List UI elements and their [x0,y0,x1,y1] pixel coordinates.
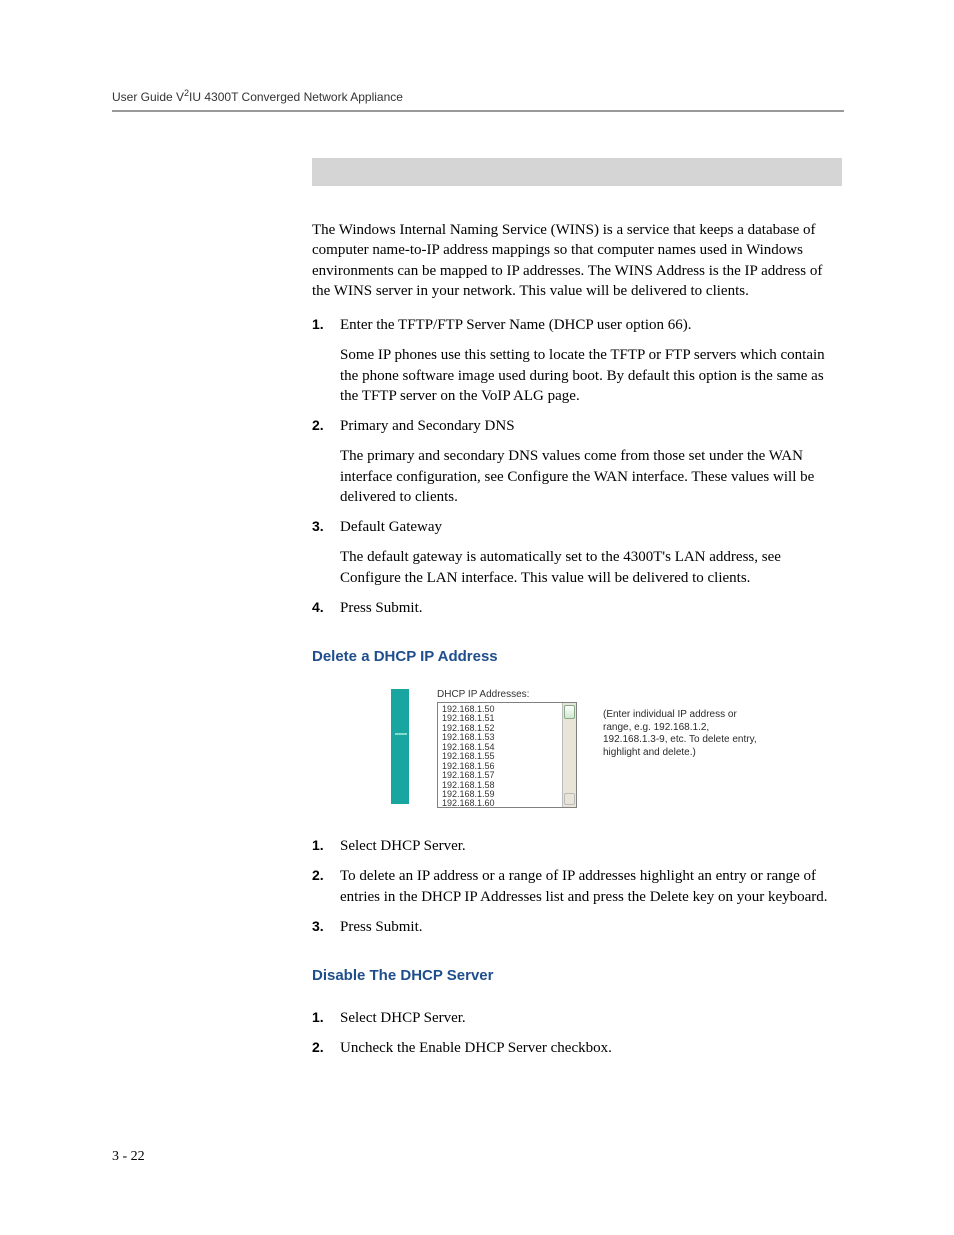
list-number: 3. [312,517,340,588]
list-number: 1. [312,836,340,856]
list-item: 2.Uncheck the Enable DHCP Server checkbo… [312,1038,842,1058]
list-body: Primary and Secondary DNS The primary and… [340,416,842,507]
list-paragraph: To delete an IP address or a range of IP… [340,866,842,907]
list-paragraph: Some IP phones use this setting to locat… [340,345,842,406]
header-prefix: User Guide V [112,90,184,104]
page-header: User Guide V2IU 4300T Converged Network … [112,88,844,112]
list-body: Enter the TFTP/FTP Server Name (DHCP use… [340,315,842,406]
list-body: Press Submit. [340,917,842,937]
list-paragraph: Select DHCP Server. [340,1008,842,1028]
list-number: 2. [312,866,340,907]
list-number: 3. [312,917,340,937]
list-number: 1. [312,1008,340,1028]
list-paragraph: Select DHCP Server. [340,836,842,856]
list-paragraph: Uncheck the Enable DHCP Server checkbox. [340,1038,842,1058]
heading-delete-dhcp: Delete a DHCP IP Address [312,648,842,665]
list-item: 2.Primary and Secondary DNS The primary a… [312,416,842,507]
list-item: 4.Press Submit. [312,598,842,618]
header-suffix: IU 4300T Converged Network Appliance [189,90,403,104]
ip-option[interactable]: 192.168.1.60 [442,799,560,808]
listbox-caption: (Enter individual IP address or range, e… [603,709,763,759]
blank-banner [312,158,842,186]
dhcp-ip-figure: DHCP IP Addresses: 192.168.1.50192.168.1… [312,689,842,808]
list-number: 2. [312,1038,340,1058]
list-item: 3.Default Gateway The default gateway is … [312,517,842,588]
list-paragraph: Primary and Secondary DNS [340,416,842,436]
numbered-list-delete: 1.Select DHCP Server.2.To delete an IP a… [312,836,842,937]
scrollbar[interactable] [562,703,576,807]
list-body: Select DHCP Server. [340,1008,842,1028]
list-body: Press Submit. [340,598,842,618]
list-number: 2. [312,416,340,507]
scroll-down-icon [564,793,575,805]
listbox-label: DHCP IP Addresses: [437,689,577,700]
list-body: Default Gateway The default gateway is au… [340,517,842,588]
list-paragraph: Press Submit. [340,598,842,618]
list-number: 4. [312,598,340,618]
list-item: 1.Select DHCP Server. [312,836,842,856]
dhcp-ip-listbox[interactable]: 192.168.1.50192.168.1.51192.168.1.52192.… [437,702,577,808]
list-paragraph: Enter the TFTP/FTP Server Name (DHCP use… [340,315,842,335]
numbered-list-disable: 1.Select DHCP Server.2.Uncheck the Enabl… [312,1008,842,1059]
nav-strip [391,689,409,804]
list-paragraph: The default gateway is automatically set… [340,547,842,588]
list-item: 2.To delete an IP address or a range of … [312,866,842,907]
list-body: Uncheck the Enable DHCP Server checkbox. [340,1038,842,1058]
list-item: 3.Press Submit. [312,917,842,937]
wins-paragraph: The Windows Internal Naming Service (WIN… [312,220,842,301]
heading-disable-dhcp: Disable The DHCP Server [312,967,842,984]
list-item: 1.Select DHCP Server. [312,1008,842,1028]
list-body: Select DHCP Server. [340,836,842,856]
list-item: 1.Enter the TFTP/FTP Server Name (DHCP u… [312,315,842,406]
numbered-list-a: 1.Enter the TFTP/FTP Server Name (DHCP u… [312,315,842,618]
list-paragraph: Default Gateway [340,517,842,537]
scroll-thumb-icon [564,705,575,719]
list-paragraph: The primary and secondary DNS values com… [340,446,842,507]
list-body: To delete an IP address or a range of IP… [340,866,842,907]
page-number: 3 - 22 [112,1149,145,1165]
list-paragraph: Press Submit. [340,917,842,937]
list-number: 1. [312,315,340,406]
